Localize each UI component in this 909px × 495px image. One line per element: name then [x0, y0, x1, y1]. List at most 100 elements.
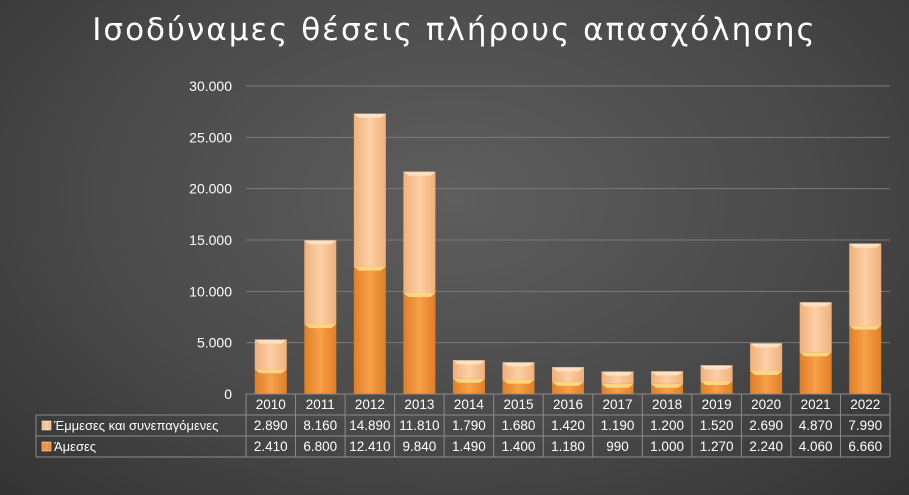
y-tick-label: 15.000 — [189, 232, 232, 248]
table-cell-value: 1.680 — [502, 418, 536, 433]
x-tick-label: 2021 — [801, 397, 831, 412]
bar-direct-2020 — [750, 371, 783, 394]
bar-cap-indirect — [502, 362, 535, 367]
table-cell-value: 4.060 — [799, 439, 833, 454]
table-cell-value: 2.690 — [749, 418, 783, 433]
table-cell-value: 2.890 — [254, 418, 288, 433]
x-tick-label: 2019 — [702, 397, 732, 412]
bar-direct-2010 — [254, 369, 287, 394]
y-axis-ticks: 0 5.000 10.000 15.000 20.000 25.000 30.000 — [189, 78, 232, 402]
gridlines — [246, 85, 890, 395]
table-cell-value: 9.840 — [402, 439, 436, 454]
x-tick-label: 2018 — [652, 397, 682, 412]
table-cell-value: 1.490 — [452, 439, 486, 454]
legend-key — [41, 441, 52, 452]
table-cell-value: 1.190 — [601, 418, 635, 433]
bar-cap-direct — [552, 381, 584, 386]
table-cell-value: 12.410 — [349, 439, 390, 454]
bar-direct-2012 — [353, 266, 386, 394]
bar-indirect-2011 — [304, 240, 337, 325]
table-cell-value: 7.990 — [848, 418, 882, 433]
bar-cap-direct — [502, 379, 535, 384]
bar-direct-2013 — [403, 292, 436, 394]
bar-cap-direct — [799, 352, 832, 357]
table-cell-value: 1.200 — [650, 418, 684, 433]
bar-cap-direct — [403, 292, 436, 297]
bar-cap-indirect — [601, 371, 634, 376]
bar-cap-direct — [452, 378, 485, 383]
bar-cap-indirect — [552, 367, 584, 372]
bar-direct-2018 — [651, 383, 684, 394]
bar-cap-indirect — [750, 343, 783, 348]
bar-cap-direct — [700, 380, 733, 385]
bar-indirect-2014 — [452, 360, 485, 379]
bar-cap-indirect — [452, 360, 485, 365]
bar-cap-indirect — [700, 365, 733, 370]
table-cell-value: 1.270 — [700, 439, 734, 454]
legend-label: Έμμεσες και συνεπαγόμενες — [53, 418, 218, 433]
bar-cap-direct — [651, 383, 684, 388]
bar-indirect-2010 — [254, 339, 287, 370]
table-cell-value: 1.400 — [502, 439, 536, 454]
y-tick-label: 25.000 — [189, 129, 232, 145]
table-cell-value: 2.410 — [254, 439, 288, 454]
data-table: 2010 2011 2012 2013 2014 2015 2016 2017 2018 2019… — [35, 393, 891, 458]
y-tick-label: 30.000 — [189, 78, 232, 94]
x-tick-label: 2011 — [306, 397, 335, 412]
x-tick-label: 2012 — [355, 397, 385, 412]
table-cell-value: 2.240 — [749, 439, 783, 454]
bar-cap-indirect — [254, 339, 287, 344]
x-tick-label: 2016 — [553, 397, 583, 412]
y-tick-label: 0 — [224, 386, 232, 402]
table-cell-value: 1.790 — [452, 418, 486, 433]
table-cell-value: 1.420 — [551, 418, 585, 433]
bar-cap-indirect — [403, 171, 436, 176]
table-cell-value: 11.810 — [399, 418, 439, 433]
bar-cap-indirect — [353, 113, 386, 118]
chart-title: Ισοδύναμες θέσεις πλήρους απασχόλησης — [92, 12, 817, 48]
bar-direct-2022 — [849, 325, 882, 394]
table-cell-value: 6.800 — [303, 439, 337, 454]
bar-direct-2017 — [601, 383, 634, 394]
bar-cap-direct — [304, 324, 337, 329]
bar-indirect-2020 — [750, 343, 783, 372]
y-tick-label: 10.000 — [189, 283, 232, 299]
bar-cap-direct — [601, 383, 634, 388]
bar-indirect-2015 — [502, 362, 535, 380]
table-cell-value: 14.890 — [349, 418, 390, 433]
legend-label: Άμεσες — [54, 439, 96, 454]
x-tick-label: 2020 — [751, 397, 781, 412]
bar-indirect-2021 — [799, 302, 832, 353]
bar-cap-indirect — [304, 240, 337, 245]
bar-indirect-2012 — [353, 113, 386, 267]
bar-direct-2011 — [304, 324, 337, 394]
bar-indirect-2022 — [849, 243, 882, 326]
x-tick-label: 2017 — [603, 397, 633, 412]
bar-cap-direct — [254, 369, 287, 374]
table-cell-value: 6.660 — [848, 439, 882, 454]
y-tick-label: 20.000 — [189, 181, 232, 197]
bars — [254, 113, 882, 394]
x-tick-label: 2014 — [454, 397, 485, 412]
bar-indirect-2013 — [403, 171, 436, 293]
x-tick-label: 2015 — [503, 397, 533, 412]
bar-cap-indirect — [849, 243, 882, 248]
x-tick-label: 2010 — [256, 397, 286, 412]
table-cell-value: 4.870 — [799, 418, 833, 433]
bar-cap-direct — [849, 325, 882, 330]
table-cell-value: 1.000 — [650, 439, 684, 454]
table-cell-value: 990 — [606, 439, 629, 454]
bar-cap-indirect — [799, 302, 832, 307]
bar-direct-2021 — [799, 352, 832, 394]
bar-cap-indirect — [651, 371, 684, 376]
bar-cap-direct — [353, 266, 386, 271]
bar-cap-direct — [750, 371, 783, 376]
table-cell-value: 1.180 — [551, 439, 585, 454]
x-tick-label: 2013 — [404, 397, 434, 412]
x-tick-label: 2022 — [850, 397, 880, 412]
table-cell-value: 8.160 — [303, 418, 337, 433]
legend-key — [41, 420, 52, 431]
y-tick-label: 5.000 — [197, 335, 232, 351]
table-cell-value: 1.520 — [700, 418, 734, 433]
